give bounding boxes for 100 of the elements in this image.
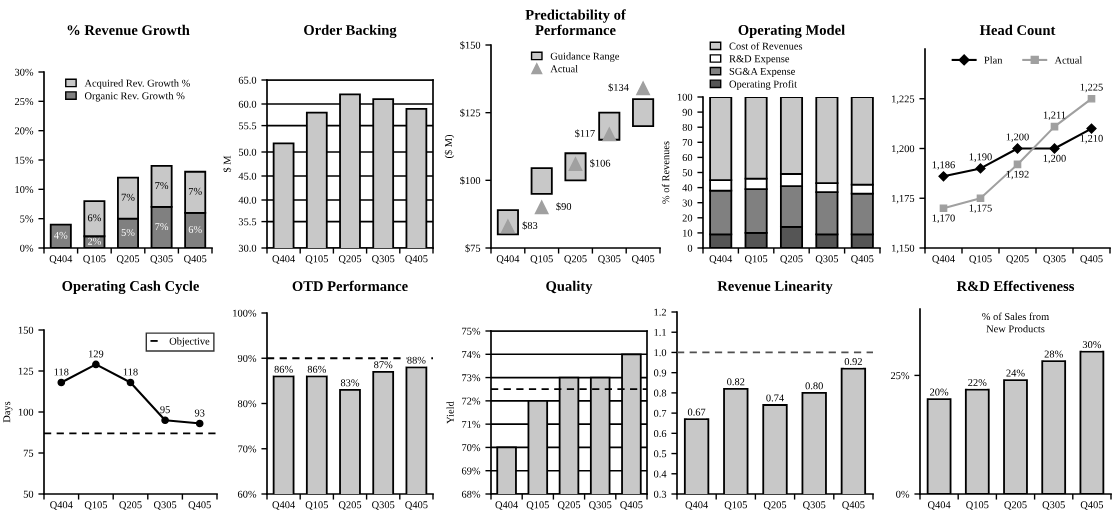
y-tick-label: 40.0 <box>238 196 257 204</box>
y-tick-label: 70 <box>682 138 693 147</box>
y-tick-label: 20 <box>682 214 693 222</box>
point <box>126 378 135 387</box>
point <box>195 419 204 428</box>
y-tick-label: 15% <box>15 156 34 164</box>
x-tick-label: Q404 <box>685 501 709 510</box>
legend-label: Actual <box>1054 56 1083 64</box>
bar <box>530 167 553 195</box>
x-tick-label: Q404 <box>272 501 296 510</box>
x-tick-label: Q405 <box>184 255 207 264</box>
data-label: 20% <box>930 388 949 396</box>
x-tick-label: Q105 <box>84 501 108 510</box>
y-tick-label: 1.1 <box>654 328 666 336</box>
y-tick-label: 1,175 <box>892 194 915 204</box>
data-label: 1,211 <box>1043 111 1066 121</box>
x-tick-label: Q305 <box>1043 255 1066 264</box>
y-tick-label: 72% <box>462 397 481 405</box>
data-label: 118 <box>123 368 138 376</box>
y-tick-label: $75 <box>465 244 481 253</box>
y-tick-label: 40 <box>682 184 693 192</box>
y-tick-label: 0.9 <box>653 369 667 377</box>
data-label: 88% <box>407 356 426 364</box>
y-tick-label: 90% <box>237 354 257 362</box>
x-tick-label: Q105 <box>526 501 549 510</box>
y-tick-label: 0% <box>20 244 34 252</box>
point <box>92 360 100 369</box>
data-label: 2% <box>87 237 101 245</box>
data-label: 1,190 <box>969 153 992 162</box>
y-axis-title: % of Revenues <box>661 141 670 204</box>
data-label: 1,200 <box>1043 154 1066 164</box>
y-tick-label: 10 <box>683 229 693 237</box>
chart-title: Order Backing <box>304 24 397 38</box>
x-tick-label: Q205 <box>338 255 362 264</box>
y-tick-label: 1.0 <box>654 349 667 357</box>
y-tick-label: 125 <box>18 367 34 375</box>
data-label: $117 <box>575 129 595 138</box>
y-tick-label: 71% <box>462 420 481 428</box>
point <box>1012 143 1023 154</box>
chart-title: Predictability of Performance <box>525 9 626 36</box>
data-label: 4% <box>54 231 68 239</box>
x-tick-label: Q105 <box>83 255 106 264</box>
y-tick-label: 50 <box>682 169 693 177</box>
data-label: 95 <box>160 406 170 414</box>
y-tick-label: 73% <box>462 374 481 382</box>
y-tick-label: 50 <box>23 490 34 498</box>
x-tick-label: Q404 <box>49 255 73 264</box>
point <box>975 163 986 174</box>
legend-label: R&D Expense <box>729 55 790 65</box>
y-tick-label: 75% <box>462 327 481 335</box>
point <box>57 378 66 387</box>
data-label: 86% <box>274 365 293 373</box>
x-tick-label: Q105 <box>724 501 747 510</box>
y-tick-label: 1,150 <box>892 244 915 254</box>
y-tick-label: 70% <box>462 444 481 452</box>
data-label: $90 <box>556 202 572 211</box>
bar <box>632 98 655 128</box>
legend-label: Cost of Revenues <box>729 42 803 50</box>
y-tick-label: 0.7 <box>653 409 667 417</box>
y-tick-label: 100 <box>18 408 34 416</box>
y-tick-label: 25% <box>890 372 910 380</box>
y-tick-label: 90 <box>682 108 693 116</box>
data-label: $134 <box>608 83 629 92</box>
x-tick-label: Q404 <box>495 501 519 510</box>
y-tick-label: 100 <box>677 93 693 101</box>
x-tick-label: Q105 <box>305 501 328 510</box>
data-label: 22% <box>968 379 987 387</box>
y-tick-label: 75 <box>23 449 34 457</box>
data-label: 86% <box>307 365 326 373</box>
x-tick-label: Q405 <box>405 255 428 264</box>
x-tick-label: Q205 <box>338 501 362 510</box>
chart-title: % Revenue Growth <box>67 24 190 36</box>
y-tick-label: $125 <box>460 108 481 118</box>
x-tick-label: Q305 <box>150 255 173 264</box>
y-tick-label: 150 <box>18 326 34 334</box>
data-label: 83% <box>340 379 360 387</box>
data-label: 129 <box>89 350 104 358</box>
data-label: 87% <box>374 361 393 369</box>
y-tick-label: 35.5 <box>238 218 257 226</box>
point <box>939 204 948 213</box>
x-tick-label: Q105 <box>530 255 553 264</box>
y-tick-label: 80% <box>237 400 257 408</box>
x-tick-label: Q205 <box>116 255 140 264</box>
data-label: 0.80 <box>805 382 823 390</box>
x-tick-label: Q404 <box>927 501 951 510</box>
x-tick-label: Q105 <box>305 255 328 264</box>
legend-label: Operating Profit <box>729 80 797 90</box>
data-label: 0.67 <box>687 408 706 416</box>
x-tick-label: Q405 <box>1080 501 1104 510</box>
legend-label: Acquired Rev. Growth % <box>84 79 190 89</box>
x-tick-label: Q105 <box>744 255 768 264</box>
y-tick-label: 30.0 <box>238 244 257 252</box>
data-label: 1,225 <box>1080 83 1103 93</box>
y-tick-label: 60 <box>682 154 693 162</box>
data-label: 7% <box>121 193 135 201</box>
y-tick-label: 55.5 <box>238 122 257 130</box>
y-tick-label: 0 <box>687 244 693 252</box>
y-tick-label: 25% <box>14 98 34 106</box>
chart-title: Operating Model <box>738 24 845 38</box>
y-tick-label: 0.8 <box>653 389 667 397</box>
